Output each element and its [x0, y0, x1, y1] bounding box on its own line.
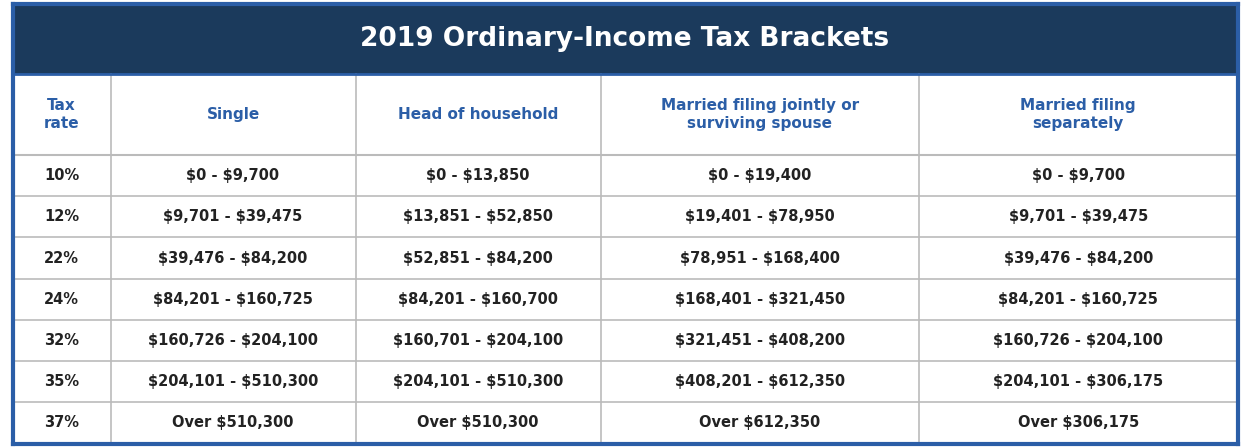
Text: $0 - $19,400: $0 - $19,400: [707, 168, 811, 183]
Text: 2019 Ordinary-Income Tax Brackets: 2019 Ordinary-Income Tax Brackets: [360, 26, 890, 52]
Text: $204,101 - $306,175: $204,101 - $306,175: [994, 374, 1164, 389]
Text: $168,401 - $321,450: $168,401 - $321,450: [675, 292, 845, 307]
Text: $78,951 - $168,400: $78,951 - $168,400: [680, 250, 840, 266]
Text: 37%: 37%: [44, 415, 79, 431]
Text: $52,851 - $84,200: $52,851 - $84,200: [402, 250, 552, 266]
Bar: [12, 74, 1238, 155]
Text: $19,401 - $78,950: $19,401 - $78,950: [685, 209, 835, 224]
Text: 32%: 32%: [44, 333, 79, 348]
Text: Single: Single: [206, 107, 260, 122]
Text: Head of household: Head of household: [398, 107, 559, 122]
Text: $160,701 - $204,100: $160,701 - $204,100: [392, 333, 562, 348]
Bar: [12, 196, 1238, 237]
Text: $13,851 - $52,850: $13,851 - $52,850: [402, 209, 552, 224]
Text: $84,201 - $160,725: $84,201 - $160,725: [152, 292, 312, 307]
Text: $0 - $9,700: $0 - $9,700: [186, 168, 280, 183]
Text: $39,476 - $84,200: $39,476 - $84,200: [1004, 250, 1152, 266]
Text: $84,201 - $160,725: $84,201 - $160,725: [999, 292, 1159, 307]
Text: $9,701 - $39,475: $9,701 - $39,475: [1009, 209, 1148, 224]
Text: 10%: 10%: [44, 168, 79, 183]
Text: Over $510,300: Over $510,300: [418, 415, 539, 431]
Bar: [12, 4, 1238, 74]
Text: 12%: 12%: [44, 209, 79, 224]
Bar: [12, 402, 1238, 444]
Bar: [12, 155, 1238, 196]
Text: 22%: 22%: [44, 250, 79, 266]
Bar: [12, 361, 1238, 402]
Text: $160,726 - $204,100: $160,726 - $204,100: [148, 333, 318, 348]
Text: $84,201 - $160,700: $84,201 - $160,700: [398, 292, 558, 307]
Text: $408,201 - $612,350: $408,201 - $612,350: [675, 374, 845, 389]
Text: $160,726 - $204,100: $160,726 - $204,100: [994, 333, 1164, 348]
Text: 24%: 24%: [44, 292, 79, 307]
Text: Over $306,175: Over $306,175: [1017, 415, 1139, 431]
Text: $0 - $13,850: $0 - $13,850: [426, 168, 530, 183]
Text: $39,476 - $84,200: $39,476 - $84,200: [159, 250, 308, 266]
Text: Tax
rate: Tax rate: [44, 98, 79, 131]
Text: Over $510,300: Over $510,300: [173, 415, 294, 431]
Text: $9,701 - $39,475: $9,701 - $39,475: [164, 209, 302, 224]
Text: Over $612,350: Over $612,350: [699, 415, 820, 431]
Text: $0 - $9,700: $0 - $9,700: [1031, 168, 1125, 183]
Text: $204,101 - $510,300: $204,101 - $510,300: [148, 374, 319, 389]
Text: 35%: 35%: [44, 374, 79, 389]
Text: Married filing jointly or
surviving spouse: Married filing jointly or surviving spou…: [661, 98, 859, 131]
Text: Married filing
separately: Married filing separately: [1020, 98, 1136, 131]
Bar: [12, 320, 1238, 361]
Text: $204,101 - $510,300: $204,101 - $510,300: [392, 374, 564, 389]
Text: $321,451 - $408,200: $321,451 - $408,200: [675, 333, 845, 348]
Bar: [12, 279, 1238, 320]
Bar: [12, 237, 1238, 279]
